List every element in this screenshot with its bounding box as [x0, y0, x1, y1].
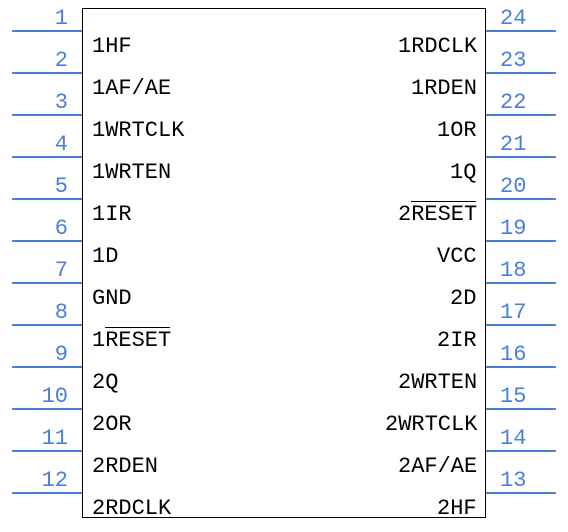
pin-number-5: 5 [0, 174, 68, 199]
pin-label-left-12: 2RDCLK [92, 496, 171, 521]
pin-number-6: 6 [0, 216, 68, 241]
pin-number-7: 7 [0, 258, 68, 283]
pin-number-24: 24 [500, 6, 560, 31]
overbar-left-8 [105, 327, 170, 328]
pin-label-left-1: 1HF [92, 34, 132, 59]
pin-label-right-23: 1RDEN [411, 76, 476, 101]
pin-label-left-3: 1WRTCLK [92, 118, 184, 143]
pin-label-right-15: 2WRTCLK [385, 412, 476, 437]
pin-label-right-17: 2IR [437, 328, 476, 353]
pin-number-21: 21 [500, 132, 560, 157]
pin-number-8: 8 [0, 300, 68, 325]
pin-label-left-6: 1D [92, 244, 118, 269]
pin-number-10: 10 [0, 384, 68, 409]
pin-number-20: 20 [500, 174, 560, 199]
pin-label-left-8: 1RESET [92, 328, 171, 353]
pin-label-left-9: 2Q [92, 370, 118, 395]
pin-number-1: 1 [0, 6, 68, 31]
pin-label-left-10: 2OR [92, 412, 132, 437]
pin-label-right-21: 1Q [450, 160, 476, 185]
pin-number-2: 2 [0, 48, 68, 73]
pinout-canvas: 1 1HF 2 1AF/AE 3 1WRTCLK 4 1WRTEN 5 1IR 6 1D 7 GND 8 1R… [0, 0, 568, 532]
pin-label-right-14: 2AF/AE [398, 454, 476, 479]
pin-number-16: 16 [500, 342, 560, 367]
pin-label-left-2: 1AF/AE [92, 76, 171, 101]
pin-label-right-22: 1OR [437, 118, 476, 143]
pin-label-right-18: 2D [450, 286, 476, 311]
pin-number-14: 14 [500, 426, 560, 451]
pin-label-right-13: 2HF [437, 496, 476, 521]
pin-number-9: 9 [0, 342, 68, 367]
pin-number-22: 22 [500, 90, 560, 115]
pin-number-23: 23 [500, 48, 560, 73]
pin-label-right-24: 1RDCLK [398, 34, 476, 59]
pin-label-right-20: 2RESET [398, 202, 476, 227]
pin-number-15: 15 [500, 384, 560, 409]
pin-number-4: 4 [0, 132, 68, 157]
pin-label-left-11: 2RDEN [92, 454, 158, 479]
pin-number-19: 19 [500, 216, 560, 241]
pin-number-3: 3 [0, 90, 68, 115]
pin-label-right-16: 2WRTEN [398, 370, 476, 395]
pin-number-18: 18 [500, 258, 560, 283]
overbar-right-20 [411, 201, 476, 202]
pin-label-left-7: GND [92, 286, 132, 311]
pin-label-left-5: 1IR [92, 202, 132, 227]
pin-number-13: 13 [500, 468, 560, 493]
pin-number-17: 17 [500, 300, 560, 325]
pin-label-right-19: VCC [437, 244, 476, 269]
pin-number-12: 12 [0, 468, 68, 493]
pin-label-left-4: 1WRTEN [92, 160, 171, 185]
pin-number-11: 11 [0, 426, 68, 451]
